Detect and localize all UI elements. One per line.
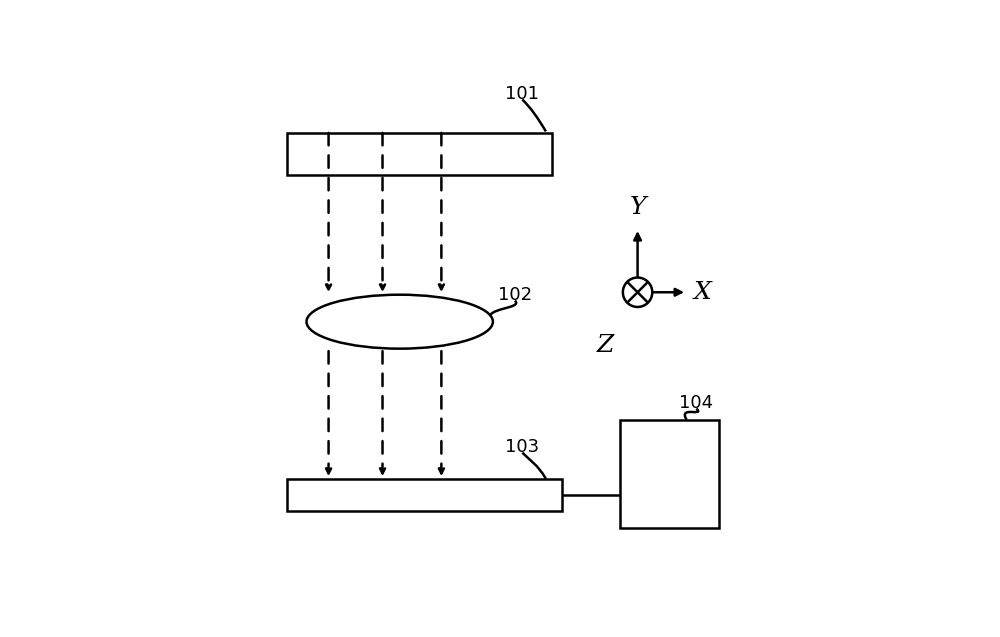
Bar	[620, 420, 719, 527]
Ellipse shape	[306, 295, 493, 348]
Text: 101: 101	[505, 85, 539, 103]
Bar	[287, 478, 562, 510]
Text: Y: Y	[629, 196, 646, 218]
Text: 102: 102	[498, 286, 532, 304]
Text: 104: 104	[679, 394, 713, 412]
Text: 103: 103	[505, 438, 539, 455]
Bar	[287, 133, 552, 175]
Text: Z: Z	[597, 334, 614, 357]
Text: X: X	[694, 281, 712, 304]
Circle shape	[623, 278, 652, 307]
